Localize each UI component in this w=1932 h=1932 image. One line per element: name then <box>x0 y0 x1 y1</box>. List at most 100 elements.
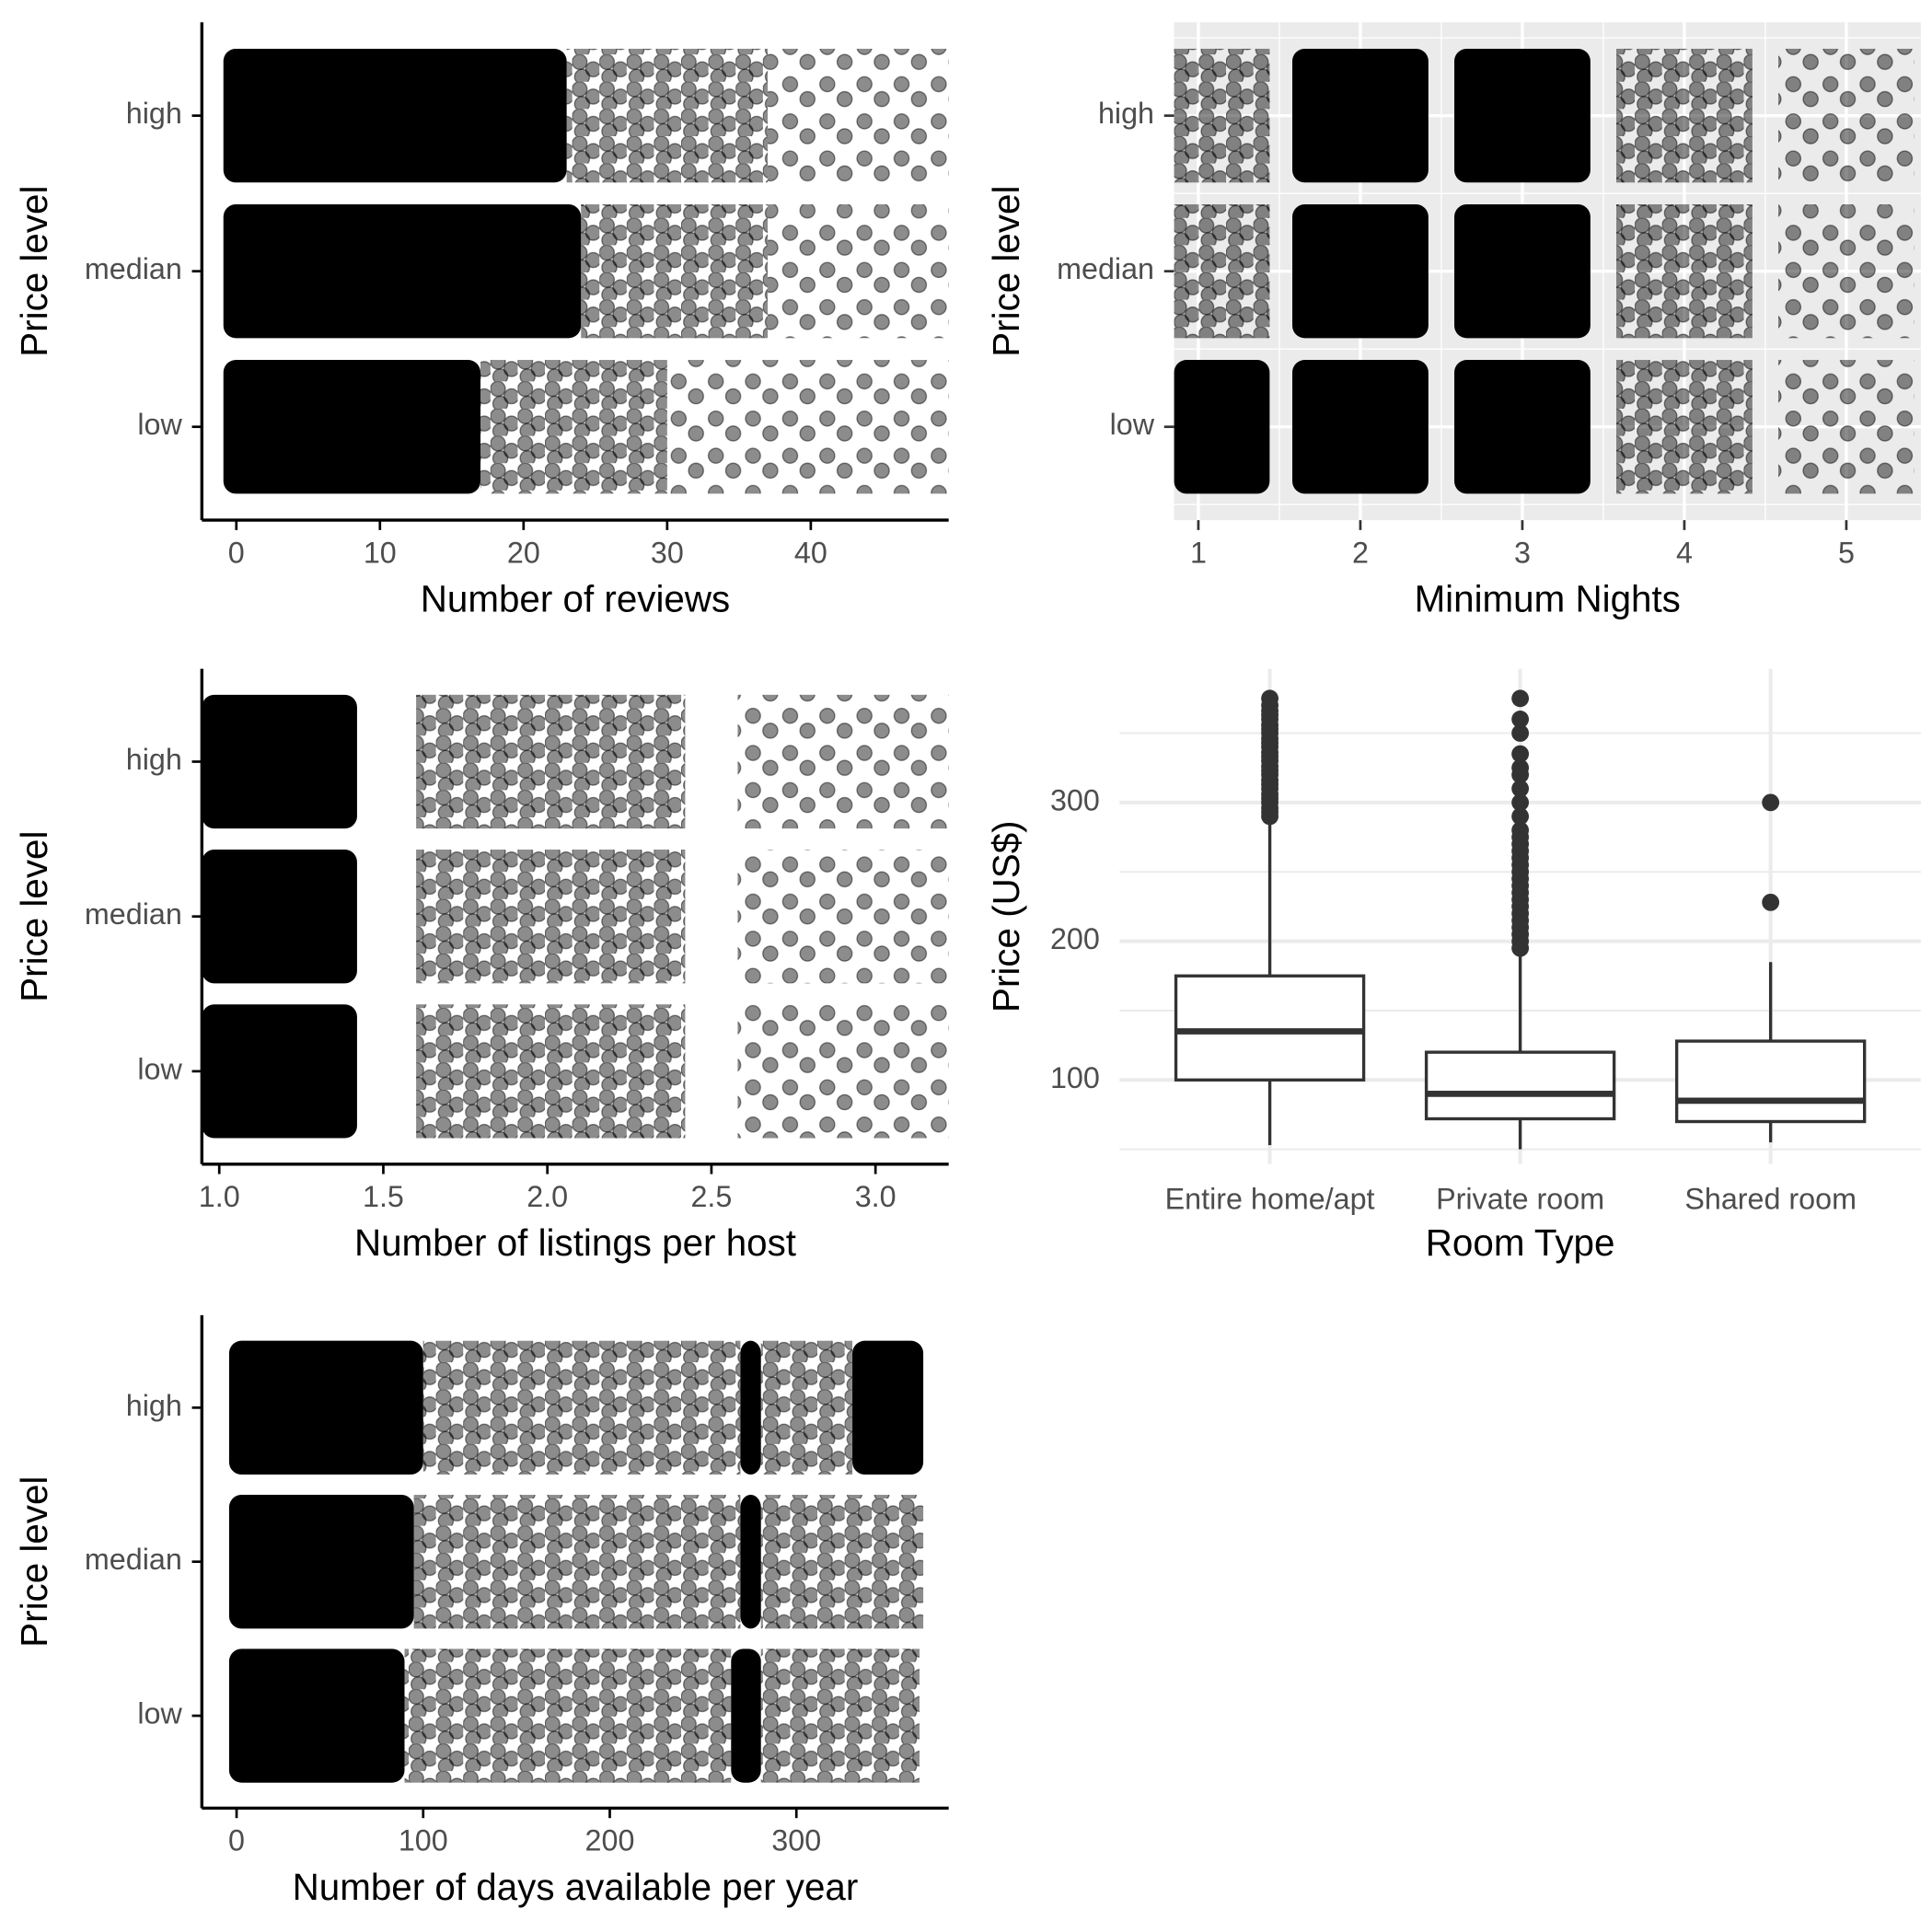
y-tick-label: 300 <box>1050 783 1100 816</box>
outlier <box>1762 793 1780 812</box>
points <box>223 48 949 494</box>
point-cloud <box>1292 204 1429 339</box>
point-cloud <box>1616 360 1753 494</box>
box <box>1424 1050 1616 1121</box>
outlier <box>1511 821 1530 839</box>
point-cloud <box>760 1495 924 1629</box>
point-cloud <box>223 204 582 339</box>
point-cloud <box>223 360 481 494</box>
point-cloud <box>422 1340 741 1475</box>
point-cloud <box>737 850 949 984</box>
x-axis-title: Number of reviews <box>421 578 730 620</box>
x-axis-title: Number of days available per year <box>293 1866 859 1908</box>
x-tick-label: Shared room <box>1684 1183 1857 1216</box>
x-tick-label: 300 <box>771 1824 821 1857</box>
point-cloud <box>228 1649 405 1783</box>
y-axis-title: Price (US$) <box>985 820 1027 1012</box>
outlier <box>1511 689 1530 708</box>
y-tick-label: low <box>137 1697 182 1730</box>
point-cloud <box>760 1340 853 1475</box>
y-axis-title: Price level <box>985 186 1027 357</box>
y-tick-label: 200 <box>1050 922 1100 955</box>
point-cloud <box>416 1004 686 1139</box>
x-tick-label: 20 <box>507 536 540 569</box>
point-cloud <box>737 1004 949 1139</box>
x-axis-title: Room Type <box>1426 1221 1615 1264</box>
point-cloud <box>1174 48 1270 183</box>
outlier <box>1261 689 1278 708</box>
point-cloud <box>768 204 949 339</box>
point-cloud <box>1616 204 1753 339</box>
point-cloud <box>1778 360 1915 494</box>
x-tick-label: 0 <box>228 1824 245 1857</box>
outlier <box>1511 780 1530 798</box>
y-tick-label: 100 <box>1050 1061 1100 1094</box>
y-tick-label: low <box>137 1052 182 1085</box>
y-tick-label: low <box>1110 408 1155 441</box>
y-tick-label: median <box>85 252 182 285</box>
y-tick-label: high <box>126 97 182 130</box>
x-tick-label: 4 <box>1676 536 1693 569</box>
point-cloud <box>228 1340 423 1475</box>
point-cloud <box>404 1649 732 1783</box>
outlier <box>1511 724 1530 742</box>
x-tick-label: 0 <box>228 536 245 569</box>
point-cloud <box>202 850 357 984</box>
point-cloud <box>1454 48 1591 183</box>
x-tick-label: Entire home/apt <box>1165 1183 1375 1216</box>
y-tick-label: median <box>1057 252 1154 285</box>
point-cloud <box>1454 360 1591 494</box>
y-tick-label: median <box>85 897 182 931</box>
y-tick-label: low <box>137 408 182 441</box>
y-axis-title: Price level <box>13 831 55 1002</box>
y-axis-title: Price level <box>13 186 55 357</box>
x-tick-label: 200 <box>585 1824 635 1857</box>
x-tick-label: 30 <box>651 536 684 569</box>
y-tick-label: high <box>126 1389 182 1422</box>
box <box>1674 1039 1867 1124</box>
outlier <box>1511 793 1530 812</box>
point-cloud <box>1778 48 1915 183</box>
point-cloud <box>566 48 769 183</box>
point-cloud <box>1174 204 1270 339</box>
point-cloud <box>740 1340 761 1475</box>
point-cloud <box>416 850 686 984</box>
points <box>1174 48 1915 494</box>
y-tick-label: high <box>1098 97 1154 130</box>
x-tick-label: 1 <box>1190 536 1207 569</box>
point-cloud <box>852 1340 924 1475</box>
y-axis-title: Price level <box>13 1476 55 1648</box>
x-axis-title: Minimum Nights <box>1415 578 1681 620</box>
outlier <box>1511 807 1530 826</box>
point-cloud <box>731 1649 761 1783</box>
point-cloud <box>1616 48 1753 183</box>
points <box>228 1340 924 1783</box>
point-cloud <box>1454 204 1591 339</box>
x-axis-title: Number of listings per host <box>354 1221 796 1264</box>
point-cloud <box>1292 48 1429 183</box>
point-cloud <box>768 48 949 183</box>
outlier <box>1511 711 1530 728</box>
point-cloud <box>413 1495 741 1629</box>
x-tick-label: 2.0 <box>526 1180 568 1213</box>
point-cloud <box>480 360 667 494</box>
point-cloud <box>740 1495 761 1629</box>
point-cloud <box>228 1495 414 1629</box>
x-tick-label: 2.5 <box>690 1180 732 1213</box>
x-tick-label: 1.5 <box>363 1180 404 1213</box>
point-cloud <box>202 1004 357 1139</box>
y-tick-label: high <box>126 743 182 776</box>
point-cloud <box>223 48 567 183</box>
x-tick-label: 2 <box>1352 536 1369 569</box>
point-cloud <box>666 360 949 494</box>
x-tick-label: 3 <box>1514 536 1531 569</box>
points <box>202 694 949 1139</box>
point-cloud <box>760 1649 920 1783</box>
outlier <box>1511 758 1530 777</box>
point-cloud <box>1778 204 1915 339</box>
box <box>1174 974 1366 1082</box>
x-tick-label: 100 <box>399 1824 448 1857</box>
point-cloud <box>581 204 769 339</box>
